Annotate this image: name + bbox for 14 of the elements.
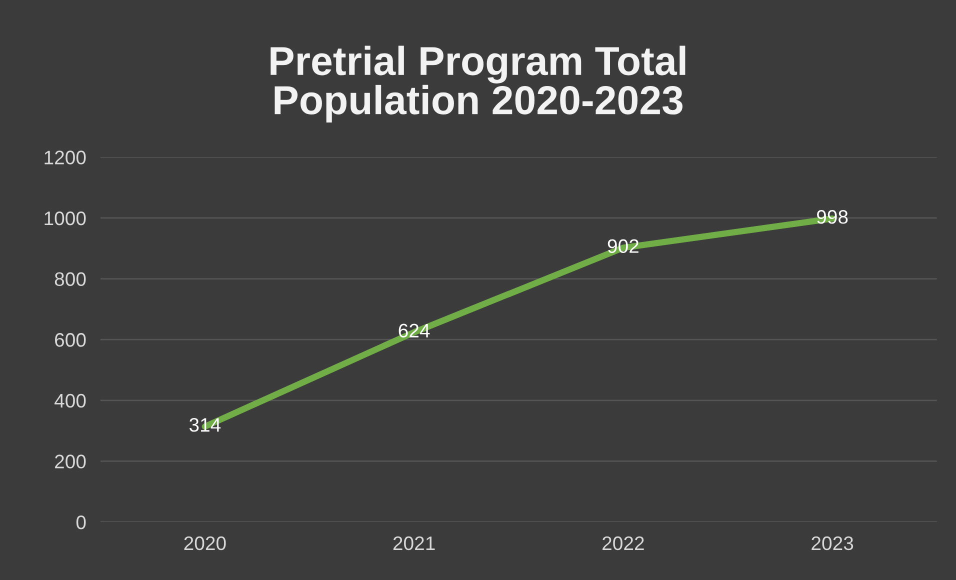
y-tick-label: 200	[55, 454, 86, 468]
y-tick-label: 800	[54, 272, 86, 286]
chart-title: Pretrial Program Total Population 2020-2023	[270, 46, 686, 122]
x-tick-label: 2023	[812, 536, 854, 550]
y-tick-label: 400	[54, 394, 86, 408]
x-tick-label: 2021	[393, 536, 435, 550]
data-label: 998	[817, 210, 848, 224]
data-label: 624	[398, 324, 430, 338]
y-tick-label: 0	[76, 515, 86, 530]
x-tick-label: 2020	[184, 536, 226, 550]
y-tick-label: 1000	[44, 211, 86, 226]
x-tick-label: 2022	[602, 536, 644, 550]
y-tick-label: 1200	[44, 150, 86, 164]
y-tick-label: 600	[55, 333, 86, 347]
